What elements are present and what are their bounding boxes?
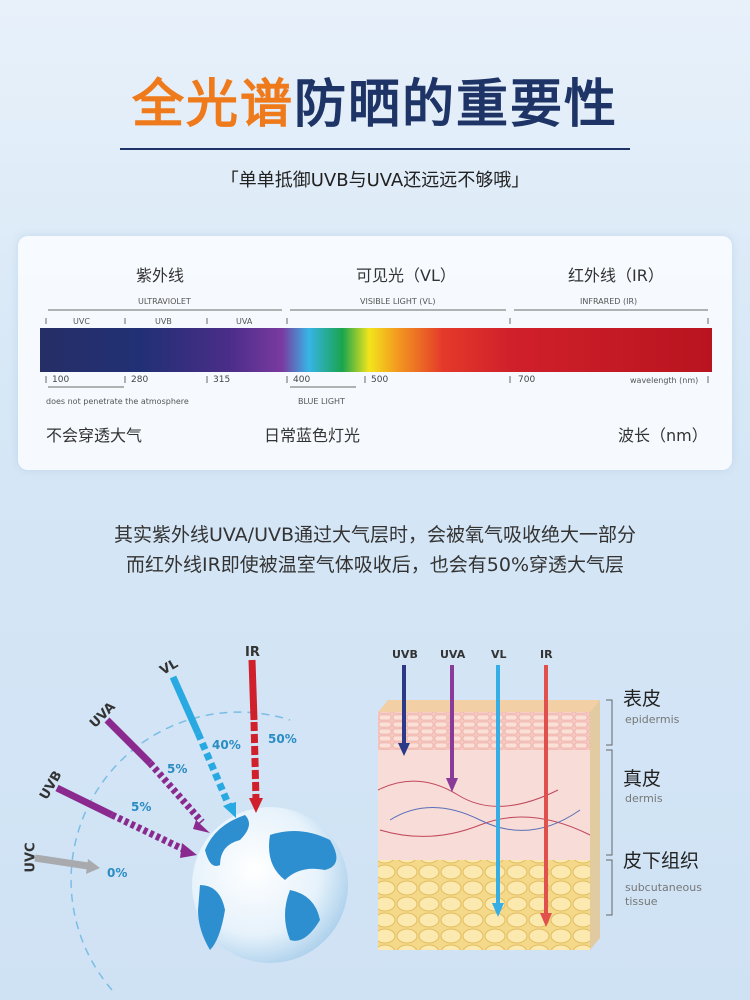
ir-ray [250, 721, 260, 801]
dermis-cn: 真皮 [623, 768, 662, 790]
vl-cn-label: 可见光（VL） [356, 266, 456, 285]
spectrum-arrows [45, 309, 709, 388]
tick-500: 500 [371, 375, 389, 385]
globe-diagram [34, 659, 348, 991]
tick-400: 400 [293, 375, 311, 385]
skin-diagram [377, 665, 613, 950]
skin-ir-label: IR [540, 648, 553, 661]
skin-uvb-label: UVB [392, 648, 418, 661]
skin-uva-label: UVA [440, 648, 466, 661]
uvc-label: UVC [23, 842, 39, 873]
bottom-middle-label: 日常蓝色灯光 [264, 426, 361, 445]
ir-cn-label: 红外线（IR） [568, 266, 664, 285]
title-highlight: 全光谱 [131, 75, 294, 135]
band-uvc: UVC [73, 317, 90, 326]
uva-percent: 5% [167, 762, 188, 776]
tick-700: 700 [518, 375, 536, 385]
epidermis-en: epidermis [625, 713, 680, 726]
subcutaneous-cn: 皮下组织 [623, 850, 700, 872]
atmosphere-arc [70, 711, 291, 991]
tick-100: 100 [52, 375, 70, 385]
vl-en-label: VISIBLE LIGHT (VL) [360, 297, 436, 306]
atmosphere-note: does not penetrate the atmosphere [46, 397, 189, 406]
skin-vl-label: VL [491, 648, 507, 661]
uvc-percent: 0% [107, 866, 128, 880]
body-text-1: 其实紫外线UVA/UVB通过大气层时，会被氧气吸收绝大一部分 [113, 524, 637, 546]
spectrum-bar [40, 328, 712, 372]
subcutaneous-en: subcutaneous [625, 881, 702, 894]
ir-label: IR [245, 645, 260, 660]
title-rest: 防晒的重要性 [294, 75, 619, 135]
epidermis-cn: 表皮 [623, 688, 662, 710]
uva-ray [147, 760, 205, 825]
subtitle: 「单单抵御UVB与UVA还远远不够哦」 [220, 170, 530, 191]
tick-280: 280 [131, 375, 149, 385]
vl-percent: 40% [212, 738, 241, 752]
tick-315: 315 [213, 375, 231, 385]
uv-cn-label: 紫外线 [136, 266, 185, 285]
uvc-ray [34, 854, 89, 870]
vl-ray [194, 731, 234, 810]
page-title: 全光谱防晒的重要性 [0, 62, 750, 137]
title-divider [120, 148, 630, 150]
axis-unit: wavelength (nm) [630, 376, 699, 385]
uv-en-label: ULTRAVIOLET [138, 297, 191, 306]
globe-icon [192, 807, 348, 963]
band-uvb: UVB [155, 317, 172, 326]
dermis-en: dermis [625, 792, 663, 805]
uvb-ray [110, 811, 187, 854]
ir-percent: 50% [268, 732, 297, 746]
blue-light-label: BLUE LIGHT [298, 397, 345, 406]
ir-en-label: INFRARED (IR) [580, 297, 638, 306]
body-text-2: 而红外线IR即使被温室气体吸收后，也会有50%穿透大气层 [125, 554, 625, 576]
bottom-right-label: 波长（nm） [618, 426, 708, 445]
uvb-percent: 5% [131, 800, 152, 814]
band-uva: UVA [236, 317, 253, 326]
tissue-en: tissue [625, 895, 658, 908]
bottom-left-label: 不会穿透大气 [46, 426, 143, 445]
